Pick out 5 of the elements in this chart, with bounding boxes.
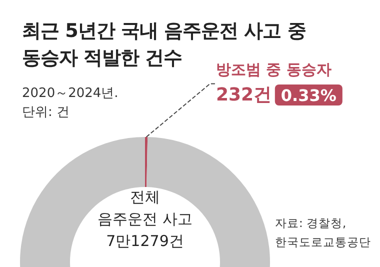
text: 2020～2024년. 단위: 건 (22, 85, 118, 122)
text: 232건 (216, 84, 272, 106)
text: 자료: 경찰청, 한국도로교통공단 (275, 215, 371, 251)
text: 전체 음주운전 사고 7만1279건 (96, 187, 194, 252)
data-label: 0.33% (280, 86, 336, 105)
